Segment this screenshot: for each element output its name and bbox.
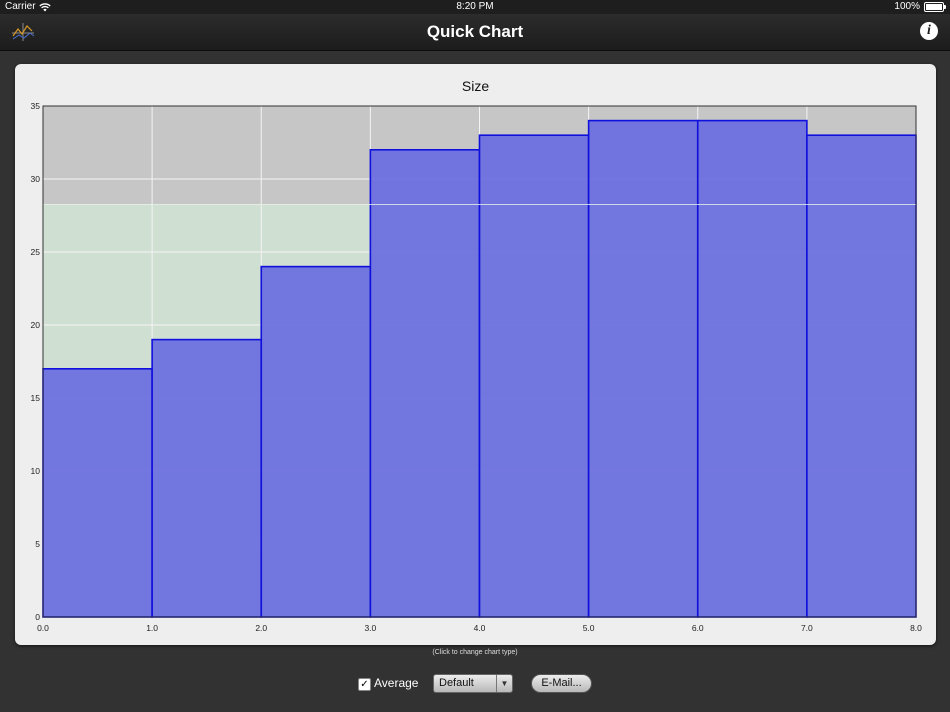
x-tick-label: 0.0: [37, 623, 49, 633]
bottom-controls: ✓ Average Default ▼ E-Mail...: [0, 673, 950, 695]
y-tick-label: 5: [35, 539, 40, 549]
average-checkbox[interactable]: ✓: [358, 678, 371, 691]
chart-logo-icon[interactable]: [10, 21, 36, 43]
dropdown-arrow-icon: ▼: [496, 675, 512, 692]
carrier-label: Carrier: [5, 1, 36, 12]
chart-title: Size: [461, 78, 490, 94]
x-tick-label: 7.0: [801, 623, 813, 633]
histogram-bar: [587, 119, 699, 618]
plot-border: [42, 105, 917, 618]
histogram-bar: [42, 367, 153, 618]
battery-fill: [926, 4, 942, 10]
chart-panel[interactable]: Size 0.0 1.0 2.0 3.0 4.0 5.0 6.0 7.0 8.0 0 5 10 15 20…: [15, 64, 936, 645]
email-button[interactable]: E-Mail...: [531, 674, 592, 693]
average-label[interactable]: Average: [374, 676, 419, 690]
style-select-value: Default: [439, 677, 474, 689]
chart-style-select[interactable]: Default ▼: [433, 674, 513, 693]
y-tick-label: 30: [31, 174, 41, 184]
wifi-icon: [38, 2, 51, 11]
change-chart-hint: (Click to change chart type): [432, 649, 518, 656]
status-right: 100%: [894, 0, 946, 14]
x-tick-label: 8.0: [910, 623, 922, 633]
histogram-bar: [478, 134, 590, 618]
histogram-bar: [696, 119, 808, 618]
histogram-bar: [806, 134, 917, 618]
x-tick-label: 6.0: [692, 623, 704, 633]
page-title: Quick Chart: [426, 22, 524, 41]
y-tick-label: 20: [31, 320, 41, 330]
battery-percent: 100%: [894, 1, 920, 12]
x-tick-label: 3.0: [364, 623, 376, 633]
y-tick-label: 25: [31, 247, 41, 257]
y-tick-label: 35: [31, 101, 41, 111]
histogram-bar: [260, 265, 372, 618]
histogram-bar: [369, 149, 481, 618]
histogram-bar: [151, 338, 263, 618]
y-tick-label: 10: [31, 466, 41, 476]
status-left: Carrier: [5, 0, 51, 14]
status-bar: Carrier 8:20 PM 100%: [0, 0, 950, 14]
battery-icon: [924, 2, 946, 12]
y-tick-label: 15: [31, 393, 41, 403]
histogram-chart[interactable]: 0.0 1.0 2.0 3.0 4.0 5.0 6.0 7.0 8.0 0 5 10 15 20 25 30 3…: [15, 64, 936, 645]
x-tick-label: 1.0: [146, 623, 158, 633]
status-time: 8:20 PM: [456, 1, 494, 12]
x-tick-label: 4.0: [474, 623, 486, 633]
y-tick-label: 0: [35, 612, 40, 622]
nav-bar: Quick Chart i: [0, 14, 950, 51]
x-tick-label: 2.0: [255, 623, 267, 633]
x-tick-label: 5.0: [583, 623, 595, 633]
info-icon[interactable]: i: [920, 22, 938, 40]
